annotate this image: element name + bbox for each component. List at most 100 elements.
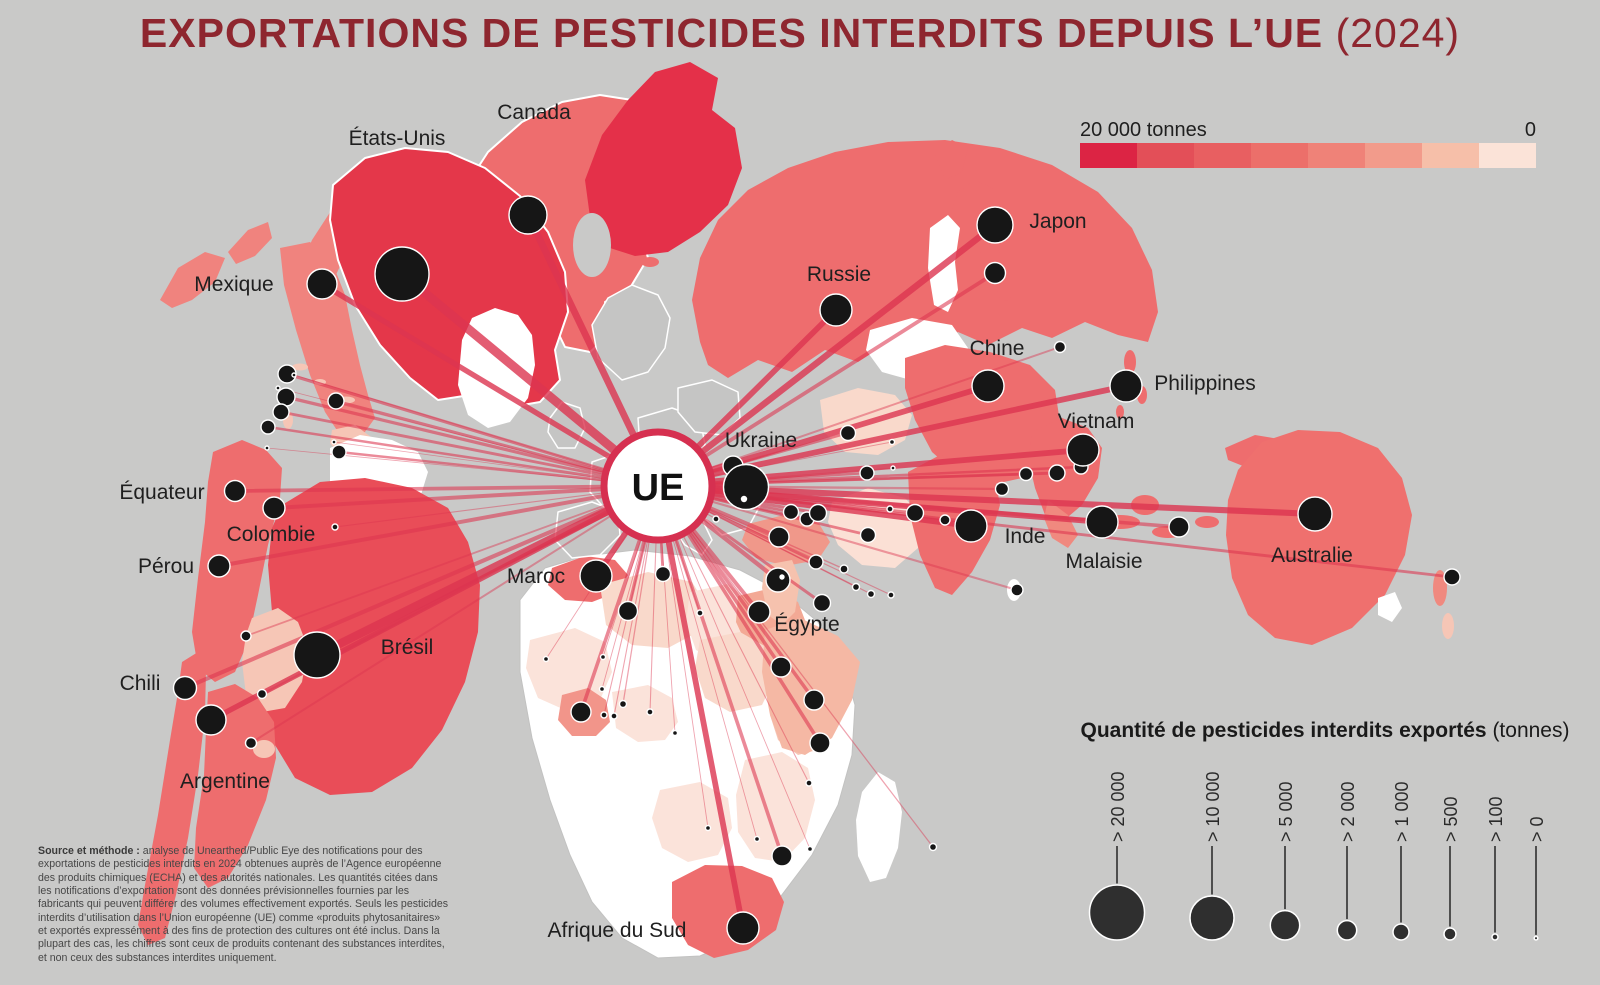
color-legend-swatch: [1479, 143, 1536, 168]
flow-line: [319, 281, 661, 489]
export-dot: [617, 600, 639, 622]
flow-line: [293, 374, 659, 487]
country-bubble: [207, 554, 231, 578]
export-dot: [264, 445, 270, 451]
color-legend-swatch: [1194, 143, 1251, 168]
eu-hub-circle: [600, 428, 716, 544]
flow-line: [656, 484, 1454, 579]
export-dot: [331, 523, 339, 531]
size-legend-label: > 1 000: [1392, 781, 1412, 842]
export-dot: [570, 701, 592, 723]
source-note-lead: Source et méthode :: [38, 845, 140, 857]
flow-line: [182, 483, 661, 691]
size-legend-label: > 2 000: [1338, 781, 1358, 842]
source-note: Source et méthode : analyse de Unearthed…: [38, 845, 450, 965]
landmasses: [138, 62, 1454, 959]
export-dot: [765, 567, 791, 593]
export-dot: [753, 835, 761, 843]
export-dot: [275, 385, 281, 391]
size-legend-bubble: [1491, 933, 1499, 941]
export-dot: [839, 424, 857, 442]
export-dot: [654, 565, 672, 583]
country-bubble: [722, 463, 770, 511]
size-legend-title: Quantité de pesticides interdits exporté…: [1081, 719, 1570, 742]
export-dot: [812, 593, 832, 613]
export-dot: [994, 481, 1010, 497]
size-legend-label: > 5 000: [1276, 781, 1296, 842]
country-label: Japon: [1029, 210, 1086, 233]
size-legend-bubble: [1392, 923, 1410, 941]
export-dot: [671, 729, 679, 737]
export-dot: [1018, 466, 1034, 482]
country-bubble-extra: [983, 261, 1007, 285]
export-dot: [600, 711, 608, 719]
size-legend-label: > 100: [1486, 796, 1506, 842]
flow-line: [655, 483, 746, 931]
flow-line: [656, 484, 1019, 592]
export-dot: [240, 630, 252, 642]
export-dot: [866, 589, 876, 599]
flow-line: [657, 485, 811, 850]
flow-line: [656, 484, 784, 858]
country-bubble: [954, 509, 988, 543]
export-dot: [888, 438, 896, 446]
export-dot: [1443, 568, 1461, 586]
export-dot: [618, 699, 628, 709]
eu-hub: UE: [600, 428, 716, 544]
country-bubble: [976, 206, 1014, 244]
country-bubble: [1109, 369, 1143, 403]
export-dot: [806, 845, 814, 853]
size-legend-label: > 20 000: [1108, 771, 1128, 842]
country-bubble: [172, 675, 198, 701]
flow-line: [233, 484, 660, 493]
size-legend-bubble: [1336, 919, 1358, 941]
export-dot: [1048, 464, 1066, 482]
country-label: Afrique du Sud: [548, 919, 687, 942]
country-bubble: [223, 479, 247, 503]
country-labels: Canada États-Unis Mexique Équateur Colombie P…: [119, 101, 1352, 942]
export-dot: [770, 656, 792, 678]
export-dot: [839, 564, 849, 574]
page-title: EXPORTATIONS DE PESTICIDES INTERDITS DEP…: [0, 10, 1600, 57]
color-legend-swatch: [1137, 143, 1194, 168]
export-dot: [331, 444, 347, 460]
export-dot: [859, 526, 877, 544]
flow-line: [657, 485, 758, 840]
country-bubble: [579, 559, 613, 593]
flow-line: [312, 481, 663, 660]
country-label: Colombie: [227, 523, 316, 546]
flow-line: [284, 395, 660, 488]
color-legend-swatch: [1308, 143, 1365, 168]
country-bubble: [1297, 496, 1333, 532]
export-dot: [610, 712, 618, 720]
country-label: Chili: [120, 672, 161, 695]
color-legend-swatch: [1365, 143, 1422, 168]
flow-line: [266, 425, 660, 488]
color-legend-swatch: [1080, 143, 1137, 168]
flow-line: [654, 221, 999, 490]
country-label: Argentine: [180, 770, 270, 793]
export-dot: [886, 505, 894, 513]
flow-line: [217, 484, 660, 568]
page-title-year: (2024): [1335, 10, 1461, 56]
flow-line: [250, 485, 659, 744]
country-label: Ukraine: [725, 429, 797, 452]
export-dot: [859, 465, 875, 481]
export-bubbles: [172, 195, 1461, 945]
country-label: Chine: [970, 337, 1025, 360]
export-dot: [851, 582, 861, 592]
size-legend-label: > 500: [1441, 796, 1461, 842]
flow-line: [272, 484, 660, 510]
country-bubble: [726, 911, 760, 945]
country-label: Égypte: [774, 613, 839, 636]
size-legend-bubble: [1269, 909, 1301, 941]
export-dot: [905, 503, 925, 523]
country-bubble: [819, 293, 853, 327]
export-dot: [599, 653, 607, 661]
export-dot: [1168, 516, 1190, 538]
export-dot: [1053, 340, 1067, 354]
country-bubble: [971, 369, 1005, 403]
export-dot: [782, 503, 800, 521]
country-label: Inde: [1005, 525, 1046, 548]
